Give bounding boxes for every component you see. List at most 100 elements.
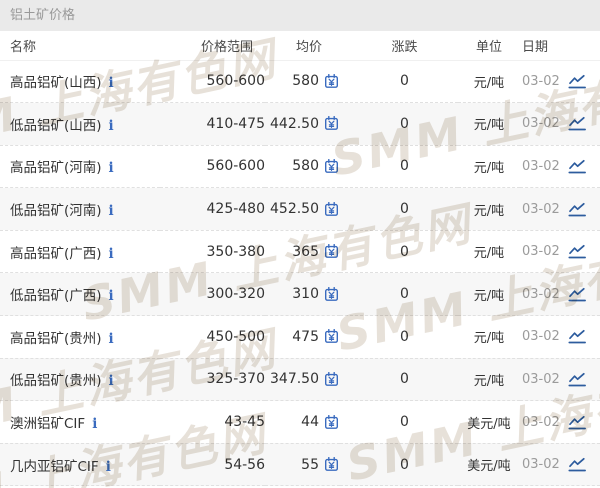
date-cell: 03-02 [520,400,600,444]
col-header-date: 日期 [520,31,600,61]
table-row: 低品铝矿(河南) i 425-480 452.50 0 元/吨 03-02 [0,187,600,231]
yuan-price-tag-icon[interactable] [324,116,339,131]
col-header-range: 价格范围 [160,31,265,61]
info-icon[interactable]: i [108,245,114,262]
product-name: 低品铝矿(河南) [10,203,102,220]
line-chart-icon[interactable] [568,372,587,387]
info-icon[interactable]: i [108,160,114,177]
date-cell: 03-02 [520,315,600,359]
unit-cell: 元/吨 [458,145,520,189]
avg-price-value: 44 [301,414,319,431]
product-name: 高品铝矿(河南) [10,160,102,177]
avg-price-cell: 347.50 [265,358,340,402]
table-row: 高品铝矿(广西) i 350-380 365 0 元/吨 03-02 [0,230,600,274]
date-cell: 03-02 [520,145,600,189]
line-chart-icon[interactable] [568,329,587,344]
date-value: 03-02 [522,201,560,217]
line-chart-icon[interactable] [568,287,587,302]
avg-price-cell: 55 [265,443,340,487]
col-header-unit: 单位 [458,31,520,61]
price-table: 名称 价格范围 均价 涨跌 单位 日期 高品铝矿(山西) i 560-600 58… [0,31,600,487]
avg-price-value: 475 [292,328,319,345]
yuan-price-tag-icon[interactable] [324,286,339,302]
info-icon[interactable]: i [105,458,111,475]
date-value: 03-02 [522,116,560,132]
avg-price-cell: 452.50 [265,187,340,231]
name-cell: 低品铝矿(山西) i [0,102,160,146]
avg-price-value: 580 [292,73,319,90]
date-value: 03-02 [522,244,560,260]
line-chart-icon[interactable] [568,244,587,259]
change-cell: 0 [340,102,458,146]
panel-title: 铝土矿价格 [0,0,600,31]
unit-cell: 美元/吨 [458,443,520,487]
info-icon[interactable]: i [108,288,114,305]
date-cell: 03-02 [520,230,600,274]
avg-price-cell: 475 [265,315,340,359]
table-row: 高品铝矿(河南) i 560-600 580 0 元/吨 03-02 [0,145,600,189]
price-range-cell: 300-320 [160,272,265,317]
change-cell: 0 [340,443,458,487]
name-cell: 高品铝矿(贵州) i [0,315,160,359]
name-cell: 高品铝矿(河南) i [0,145,160,189]
yuan-price-tag-icon[interactable] [324,73,339,89]
yuan-price-tag-icon[interactable] [324,158,339,174]
yuan-price-tag-icon[interactable] [324,201,339,217]
line-chart-icon[interactable] [568,415,587,430]
avg-price-cell: 580 [265,145,340,189]
table-header-row: 名称 价格范围 均价 涨跌 单位 日期 [0,31,600,61]
date-value: 03-02 [522,158,560,174]
avg-price-cell: 580 [265,60,340,104]
name-cell: 低品铝矿(河南) i [0,187,160,231]
yuan-price-tag-icon[interactable] [324,414,339,430]
date-cell: 03-02 [520,187,600,231]
col-header-name: 名称 [0,31,160,61]
avg-price-value: 580 [292,158,319,175]
product-name: 高品铝矿(贵州) [10,330,102,347]
avg-price-value: 365 [292,243,319,260]
line-chart-icon[interactable] [568,159,587,174]
change-cell: 0 [340,315,458,359]
yuan-price-tag-icon[interactable] [324,457,339,472]
info-icon[interactable]: i [108,75,114,92]
avg-price-value: 310 [292,286,319,303]
name-cell: 低品铝矿(贵州) i [0,358,160,402]
date-cell: 03-02 [520,60,600,104]
line-chart-icon[interactable] [568,457,587,472]
table-row: 高品铝矿(贵州) i 450-500 475 0 元/吨 03-02 [0,315,600,359]
product-name: 高品铝矿(山西) [10,75,102,92]
unit-cell: 元/吨 [458,315,520,359]
price-range-cell: 560-600 [160,60,265,104]
line-chart-icon[interactable] [568,116,587,131]
yuan-price-tag-icon[interactable] [324,371,339,387]
date-value: 03-02 [522,73,560,89]
product-name: 低品铝矿(山西) [10,117,102,134]
avg-price-value: 452.50 [270,201,319,218]
unit-cell: 元/吨 [458,358,520,402]
date-cell: 03-02 [520,358,600,402]
col-header-change: 涨跌 [340,31,458,61]
info-icon[interactable]: i [108,203,114,220]
yuan-price-tag-icon[interactable] [324,244,339,259]
avg-price-cell: 365 [265,230,340,274]
info-icon[interactable]: i [108,117,114,134]
info-icon[interactable]: i [108,373,114,390]
date-cell: 03-02 [520,443,600,487]
date-value: 03-02 [522,329,560,345]
date-cell: 03-02 [520,272,600,317]
info-icon[interactable]: i [108,330,114,347]
name-cell: 高品铝矿(广西) i [0,230,160,274]
product-name: 低品铝矿(贵州) [10,373,102,390]
table-row: 低品铝矿(山西) i 410-475 442.50 0 元/吨 03-02 [0,102,600,146]
change-cell: 0 [340,272,458,317]
name-cell: 高品铝矿(山西) i [0,60,160,104]
yuan-price-tag-icon[interactable] [324,329,339,344]
change-cell: 0 [340,187,458,231]
info-icon[interactable]: i [92,416,98,433]
date-value: 03-02 [522,371,560,387]
line-chart-icon[interactable] [568,74,587,89]
avg-price-cell: 310 [265,272,340,317]
change-cell: 0 [340,358,458,402]
price-range-cell: 43-45 [160,400,265,444]
line-chart-icon[interactable] [568,202,587,217]
